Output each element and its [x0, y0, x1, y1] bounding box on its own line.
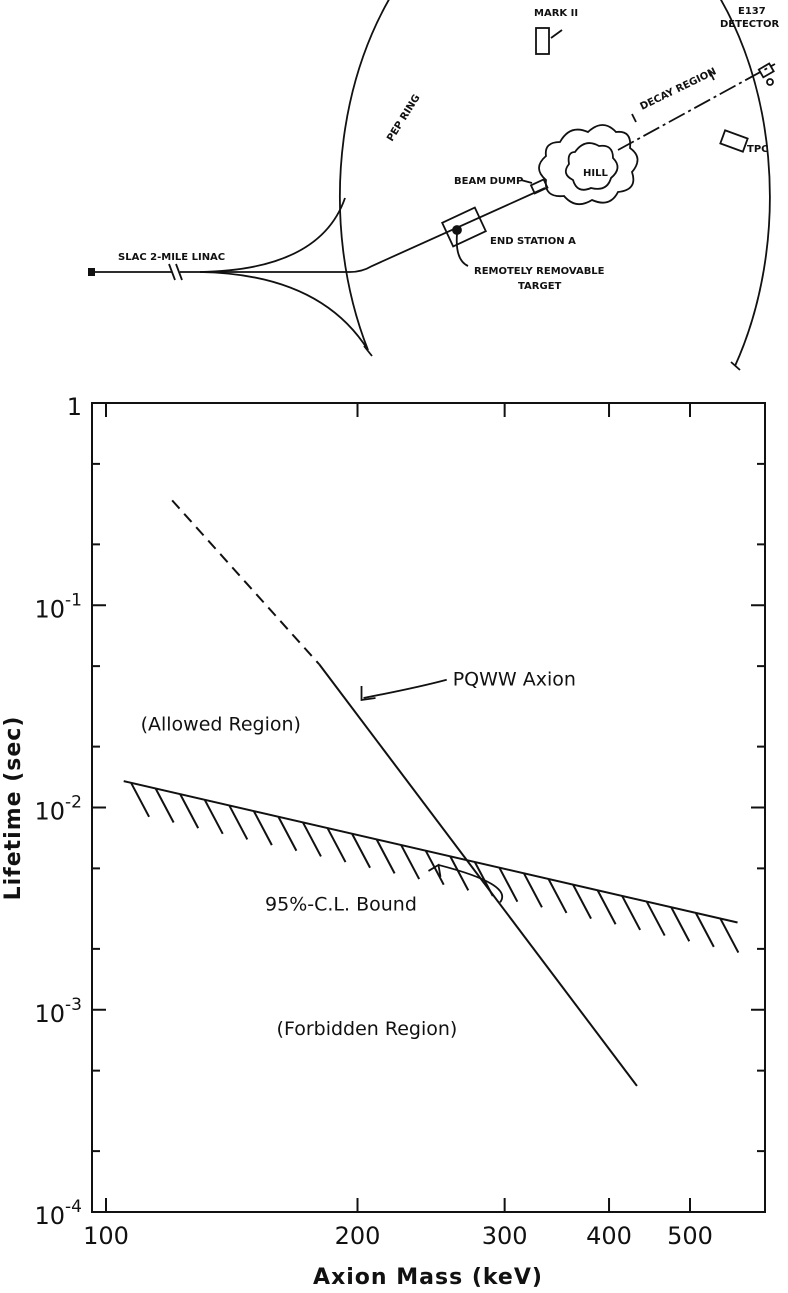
y-tick-label: 10-1 [35, 590, 83, 623]
remotely-removable-target [452, 225, 462, 235]
hill-outline-outer [538, 124, 639, 206]
hatch-line [596, 889, 617, 925]
hatch-line [400, 844, 421, 880]
hatch-line [326, 827, 347, 863]
hatch-line [154, 788, 175, 823]
cl-bound-line [123, 780, 738, 924]
hatch-line [670, 906, 691, 942]
hatch-line [130, 782, 150, 818]
x-tick-label: 500 [667, 1222, 713, 1250]
mark-ii-label: MARK II [534, 8, 578, 19]
decay-region-label: DECAY REGION [638, 66, 718, 112]
x-tick-labels: 100 200 300 400 500 [83, 1222, 713, 1250]
injection-curve-upper [199, 197, 346, 273]
y-tick-label: 10-2 [35, 793, 83, 826]
chart-annotations: PQWW Axion (Allowed Region) 95%-C.L. Bound… [141, 669, 576, 1040]
hatch-line [179, 793, 200, 829]
end-station-a [440, 206, 488, 248]
linac-label: SLAC 2-MILE LINAC [118, 252, 225, 263]
x-axis-label: Axion Mass (keV) [313, 1265, 543, 1290]
pqww-arrow [363, 678, 447, 699]
series-lines [123, 499, 738, 1087]
mark-ii-detector [535, 27, 550, 55]
injection-curve-lower [199, 271, 369, 351]
diagram-labels: SLAC 2-MILE LINAC PEP RING MARK II E137 … [118, 6, 779, 292]
hill-label: HILL [583, 168, 608, 179]
hatch-line [719, 918, 740, 954]
hatch-line [621, 895, 642, 931]
slac-layout-diagram [88, 0, 776, 371]
beam-dump-label: BEAM DUMP [454, 176, 523, 187]
annotation-2: 95%-C.L. Bound [265, 893, 417, 915]
y-tick-label: 10-3 [35, 995, 83, 1028]
y-tick-label: 10-4 [35, 1197, 83, 1230]
y-tick-label: 1 [67, 393, 82, 421]
detector-label: DETECTOR [720, 19, 779, 30]
hatch-line [277, 816, 298, 852]
x-tick-label: 200 [335, 1222, 381, 1250]
annotation-arrows [360, 678, 503, 903]
annotation-1: (Allowed Region) [141, 714, 301, 736]
tpc-detector [719, 129, 749, 153]
end-station-label: END STATION A [490, 236, 576, 247]
pqww-axion-dashed-line [171, 499, 321, 666]
x-tick-label: 300 [482, 1222, 528, 1250]
esa-beamline [349, 187, 546, 273]
annotation-0: PQWW Axion [453, 669, 576, 691]
plot-frame [91, 402, 766, 1213]
annotation-3: (Forbidden Region) [277, 1018, 458, 1040]
axis-ticks [92, 402, 765, 1213]
decay-line [617, 63, 776, 151]
hatch-line [694, 912, 715, 948]
pep-ring-label: PEP RING [385, 93, 422, 144]
target-label-line2: TARGET [518, 281, 562, 292]
x-tick-label: 400 [586, 1222, 632, 1250]
hatch-line [523, 872, 543, 908]
ring-end-left [363, 345, 373, 357]
lifetime-chart: 100 200 300 400 500 10-4 10-3 10-2 10-1 1 PQWW A… [1, 393, 766, 1290]
hatch-line [645, 901, 666, 937]
bound-arrow [438, 864, 503, 903]
hatch-line [498, 867, 519, 903]
pqww-axion-line [318, 663, 638, 1087]
hatch-line [547, 878, 568, 914]
pep-ring [338, 0, 771, 367]
linac-break-mark [168, 263, 183, 281]
e137-label: E137 [738, 6, 766, 17]
hatch-line [572, 884, 592, 920]
x-tick-label: 100 [83, 1222, 129, 1250]
hatch-line [228, 804, 249, 840]
hatch-line [302, 821, 322, 857]
pqww-arrowhead [360, 685, 376, 702]
bound-arrowhead [428, 863, 442, 878]
hatch-line [203, 799, 224, 835]
y-axis-label: Lifetime (sec) [1, 716, 26, 901]
hatch-line [252, 810, 273, 846]
target-label-line1: REMOTELY REMOVABLE [474, 266, 605, 277]
linac-source [88, 268, 95, 276]
e137-detector [757, 62, 775, 79]
ring-end-right [730, 361, 741, 371]
hatch-line [449, 855, 470, 891]
hatch-line [375, 838, 396, 874]
tpc-label: TPC [747, 144, 769, 155]
hatch-line [351, 833, 371, 869]
y-tick-labels: 10-4 10-3 10-2 10-1 1 [35, 393, 83, 1230]
hill-outline-inner [564, 142, 619, 191]
beam-dump [529, 178, 549, 195]
